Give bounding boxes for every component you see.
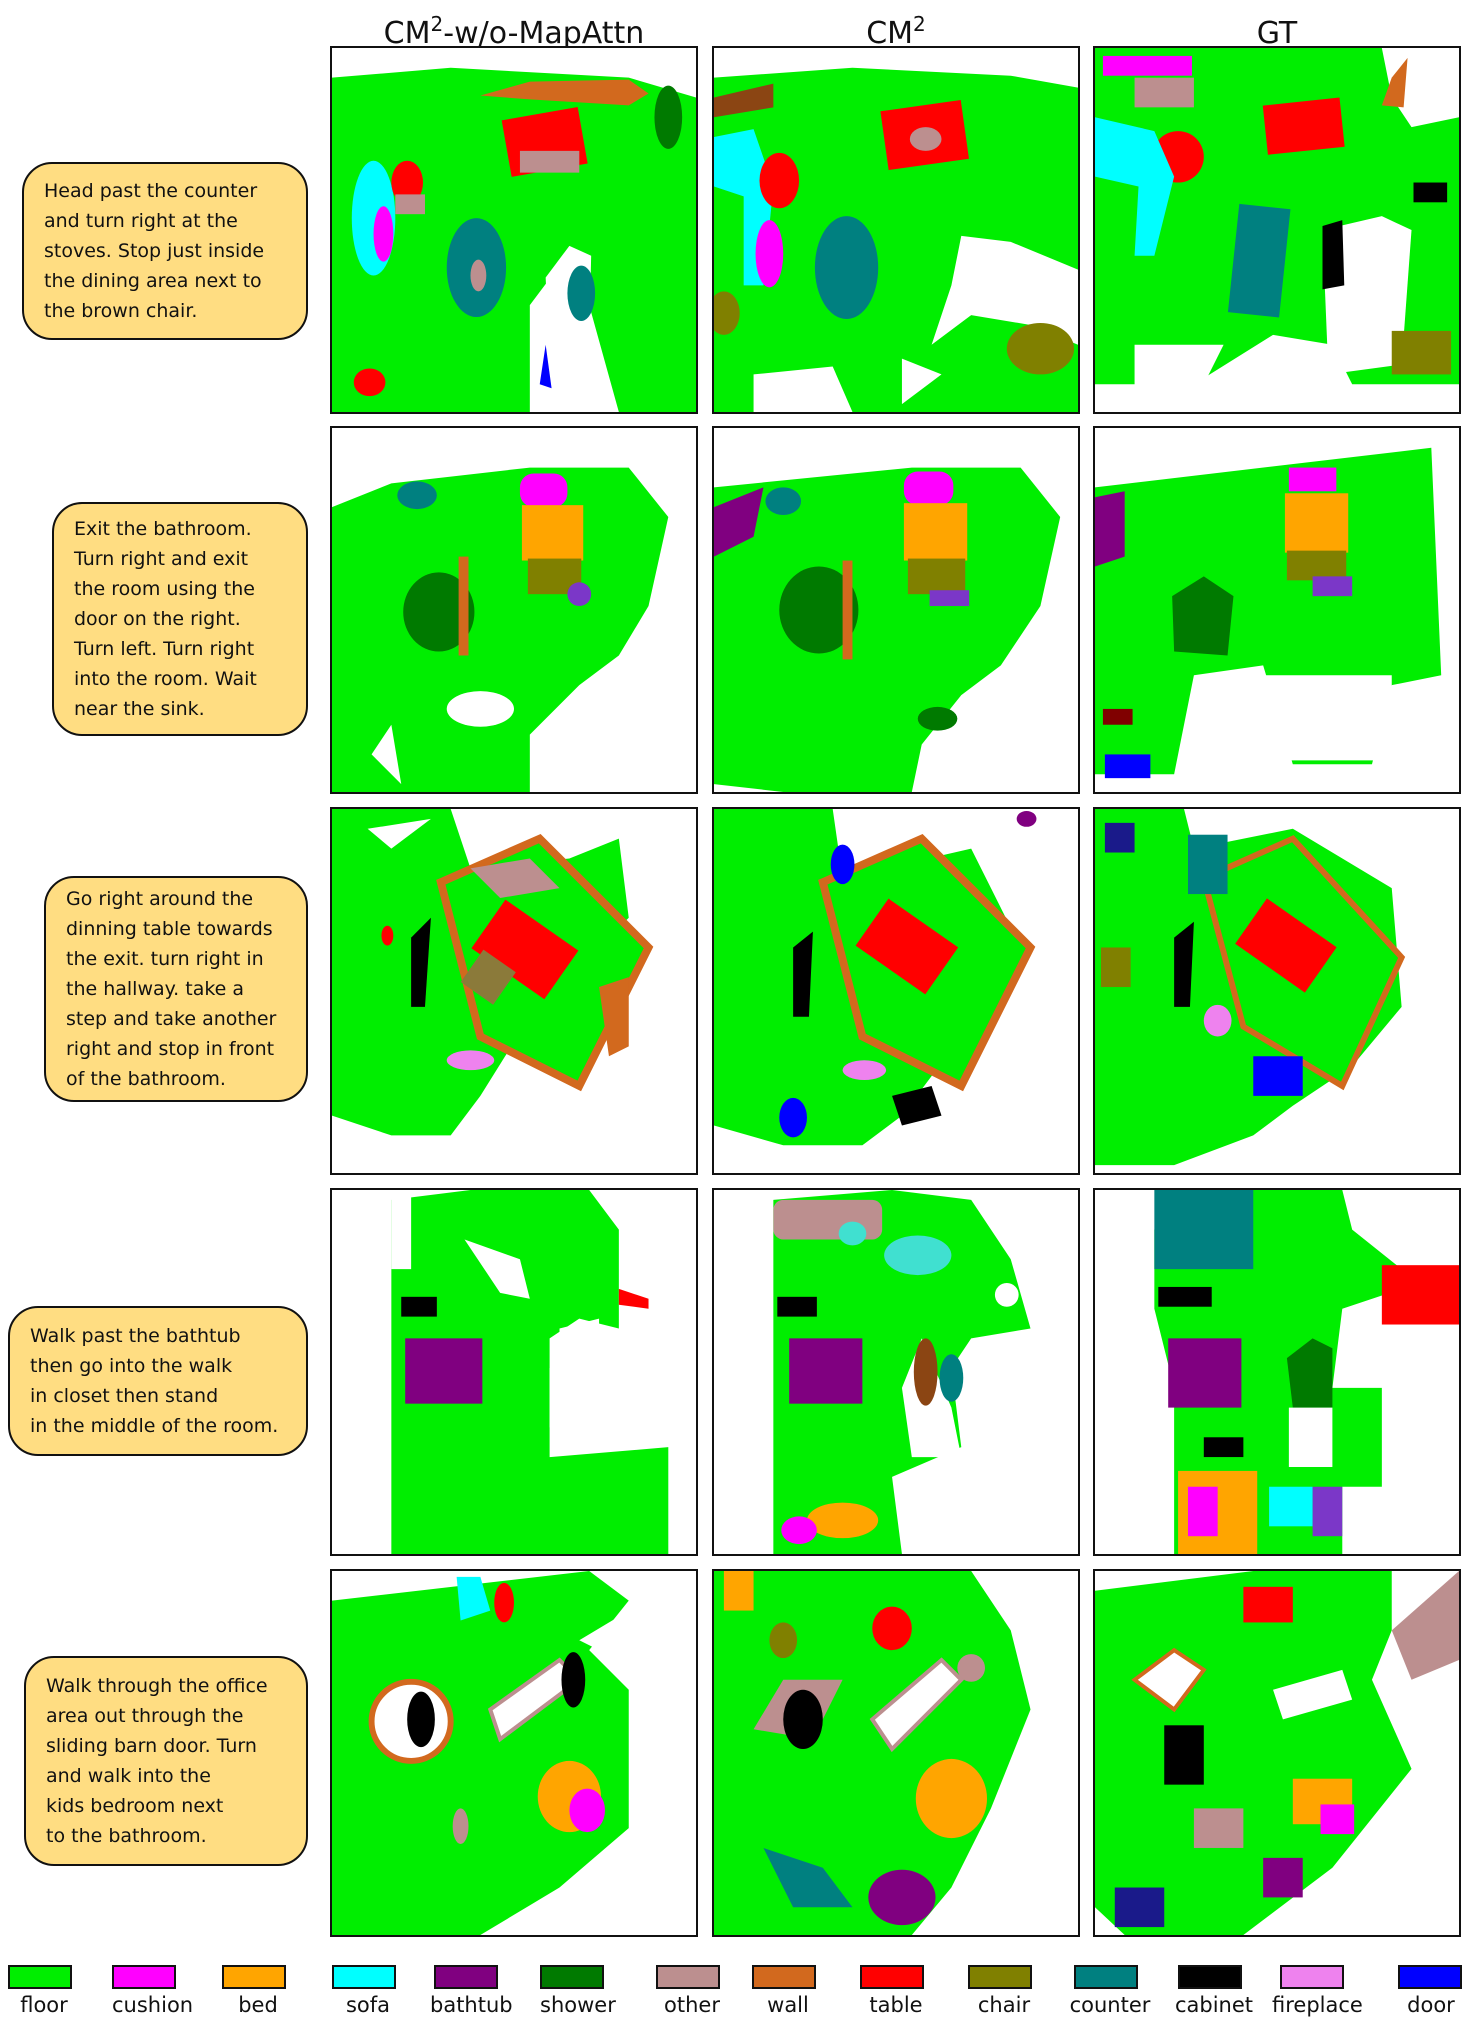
semantic-map (714, 428, 1078, 792)
semantic-map (332, 1190, 696, 1554)
column-header-cm2-wo-mapattn: CM2-w/o-MapAttn (330, 4, 698, 51)
header-sup-text: 2 (430, 12, 444, 36)
semantic-map (714, 48, 1078, 412)
map-panel-row1-gt (1093, 46, 1461, 414)
legend-item-counter: counter (1070, 1965, 1184, 2025)
legend-swatch (752, 1965, 816, 1989)
legend-swatch (434, 1965, 498, 1989)
instruction-text: Walk past the bathtub then go into the w… (30, 1325, 279, 1437)
header-base-text: GT (1256, 16, 1298, 51)
semantic-map (332, 428, 696, 792)
semantic-map (1095, 1190, 1459, 1554)
legend-item-fireplace: fireplace (1272, 1965, 1390, 2025)
header-base-text: CM (383, 16, 431, 51)
map-panel-row5-cm2-wo-mapattn (330, 1569, 698, 1937)
column-header-gt: GT (1093, 4, 1461, 51)
header-suffix-text: -w/o-MapAttn (443, 16, 645, 51)
legend-item-sofa: sofa (332, 1965, 442, 2025)
semantic-map (332, 48, 696, 412)
semantic-map (1095, 428, 1459, 792)
semantic-map (714, 1190, 1078, 1554)
instruction-text: Walk through the office area out through… (46, 1675, 268, 1847)
legend-item-table: table (860, 1965, 970, 2025)
semantic-map (1095, 1571, 1459, 1935)
legend-label: bathtub (430, 1993, 513, 2017)
map-panel-row4-cm2 (712, 1188, 1080, 1556)
legend-label: cabinet (1174, 1993, 1254, 2017)
semantic-map (1095, 809, 1459, 1173)
map-panel-row3-cm2-wo-mapattn (330, 807, 698, 1175)
legend-label: wall (767, 1993, 809, 2017)
legend-swatch (112, 1965, 176, 1989)
instruction-text: Go right around the dinning table toward… (66, 888, 277, 1090)
legend-label: table (869, 1993, 923, 2017)
legend-item-shower: shower (540, 1965, 650, 2025)
legend-swatch (968, 1965, 1032, 1989)
legend-item-door: door (1398, 1965, 1469, 2025)
map-panel-row3-cm2 (712, 807, 1080, 1175)
legend-item-wall: wall (752, 1965, 862, 2025)
legend-label: shower (540, 1993, 616, 2017)
map-panel-row1-cm2 (712, 46, 1080, 414)
legend-item-bed: bed (222, 1965, 332, 2025)
legend-swatch (1178, 1965, 1242, 1989)
legend-label: fireplace (1272, 1993, 1363, 2017)
legend-swatch (222, 1965, 286, 1989)
legend-swatch (656, 1965, 720, 1989)
semantic-map (332, 809, 696, 1173)
map-panel-row2-cm2-wo-mapattn (330, 426, 698, 794)
legend-swatch (1398, 1965, 1462, 1989)
map-panel-row5-gt (1093, 1569, 1461, 1937)
instruction-text: Head past the counter and turn right at … (44, 180, 265, 322)
legend-swatch (860, 1965, 924, 1989)
map-panel-row4-gt (1093, 1188, 1461, 1556)
legend-label: bed (238, 1993, 278, 2017)
legend-swatch (8, 1965, 72, 1989)
legend-item-other: other (656, 1965, 766, 2025)
map-panel-row4-cm2-wo-mapattn (330, 1188, 698, 1556)
legend-label: chair (977, 1993, 1031, 2017)
header-sup-text: 2 (913, 12, 926, 36)
instruction-box-4: Walk past the bathtub then go into the w… (8, 1306, 308, 1456)
legend-swatch (332, 1965, 396, 1989)
legend-label: cushion (112, 1993, 194, 2017)
instruction-box-3: Go right around the dinning table toward… (44, 876, 308, 1102)
semantic-map (714, 1571, 1078, 1935)
header-base-text: CM (866, 16, 914, 51)
instruction-box-1: Head past the counter and turn right at … (22, 162, 308, 340)
legend-item-chair: chair (968, 1965, 1078, 2025)
map-panel-row5-cm2 (712, 1569, 1080, 1937)
legend-swatch (1280, 1965, 1344, 1989)
legend-swatch (540, 1965, 604, 1989)
instruction-box-5: Walk through the office area out through… (24, 1656, 308, 1866)
legend-item-cabinet: cabinet (1175, 1965, 1288, 2025)
semantic-map (332, 1571, 696, 1935)
legend-label: floor (20, 1993, 68, 2017)
column-header-cm2: CM2 (712, 4, 1080, 51)
map-panel-row2-gt (1093, 426, 1461, 794)
semantic-map (714, 809, 1078, 1173)
legend-label: door (1407, 1993, 1455, 2017)
map-panel-row2-cm2 (712, 426, 1080, 794)
legend-label: sofa (345, 1993, 391, 2017)
map-panel-row3-gt (1093, 807, 1461, 1175)
legend-item-bathtub: bathtub (430, 1965, 544, 2025)
legend-label: counter (1069, 1993, 1151, 2017)
legend-item-cushion: cushion (112, 1965, 222, 2025)
legend-item-floor: floor (8, 1965, 118, 2025)
legend-swatch (1074, 1965, 1138, 1989)
semantic-map (1095, 48, 1459, 412)
legend-label: other (664, 1993, 720, 2017)
instruction-text: Exit the bathroom. Turn right and exit t… (74, 518, 257, 720)
instruction-box-2: Exit the bathroom. Turn right and exit t… (52, 502, 308, 736)
map-panel-row1-cm2-wo-mapattn (330, 46, 698, 414)
